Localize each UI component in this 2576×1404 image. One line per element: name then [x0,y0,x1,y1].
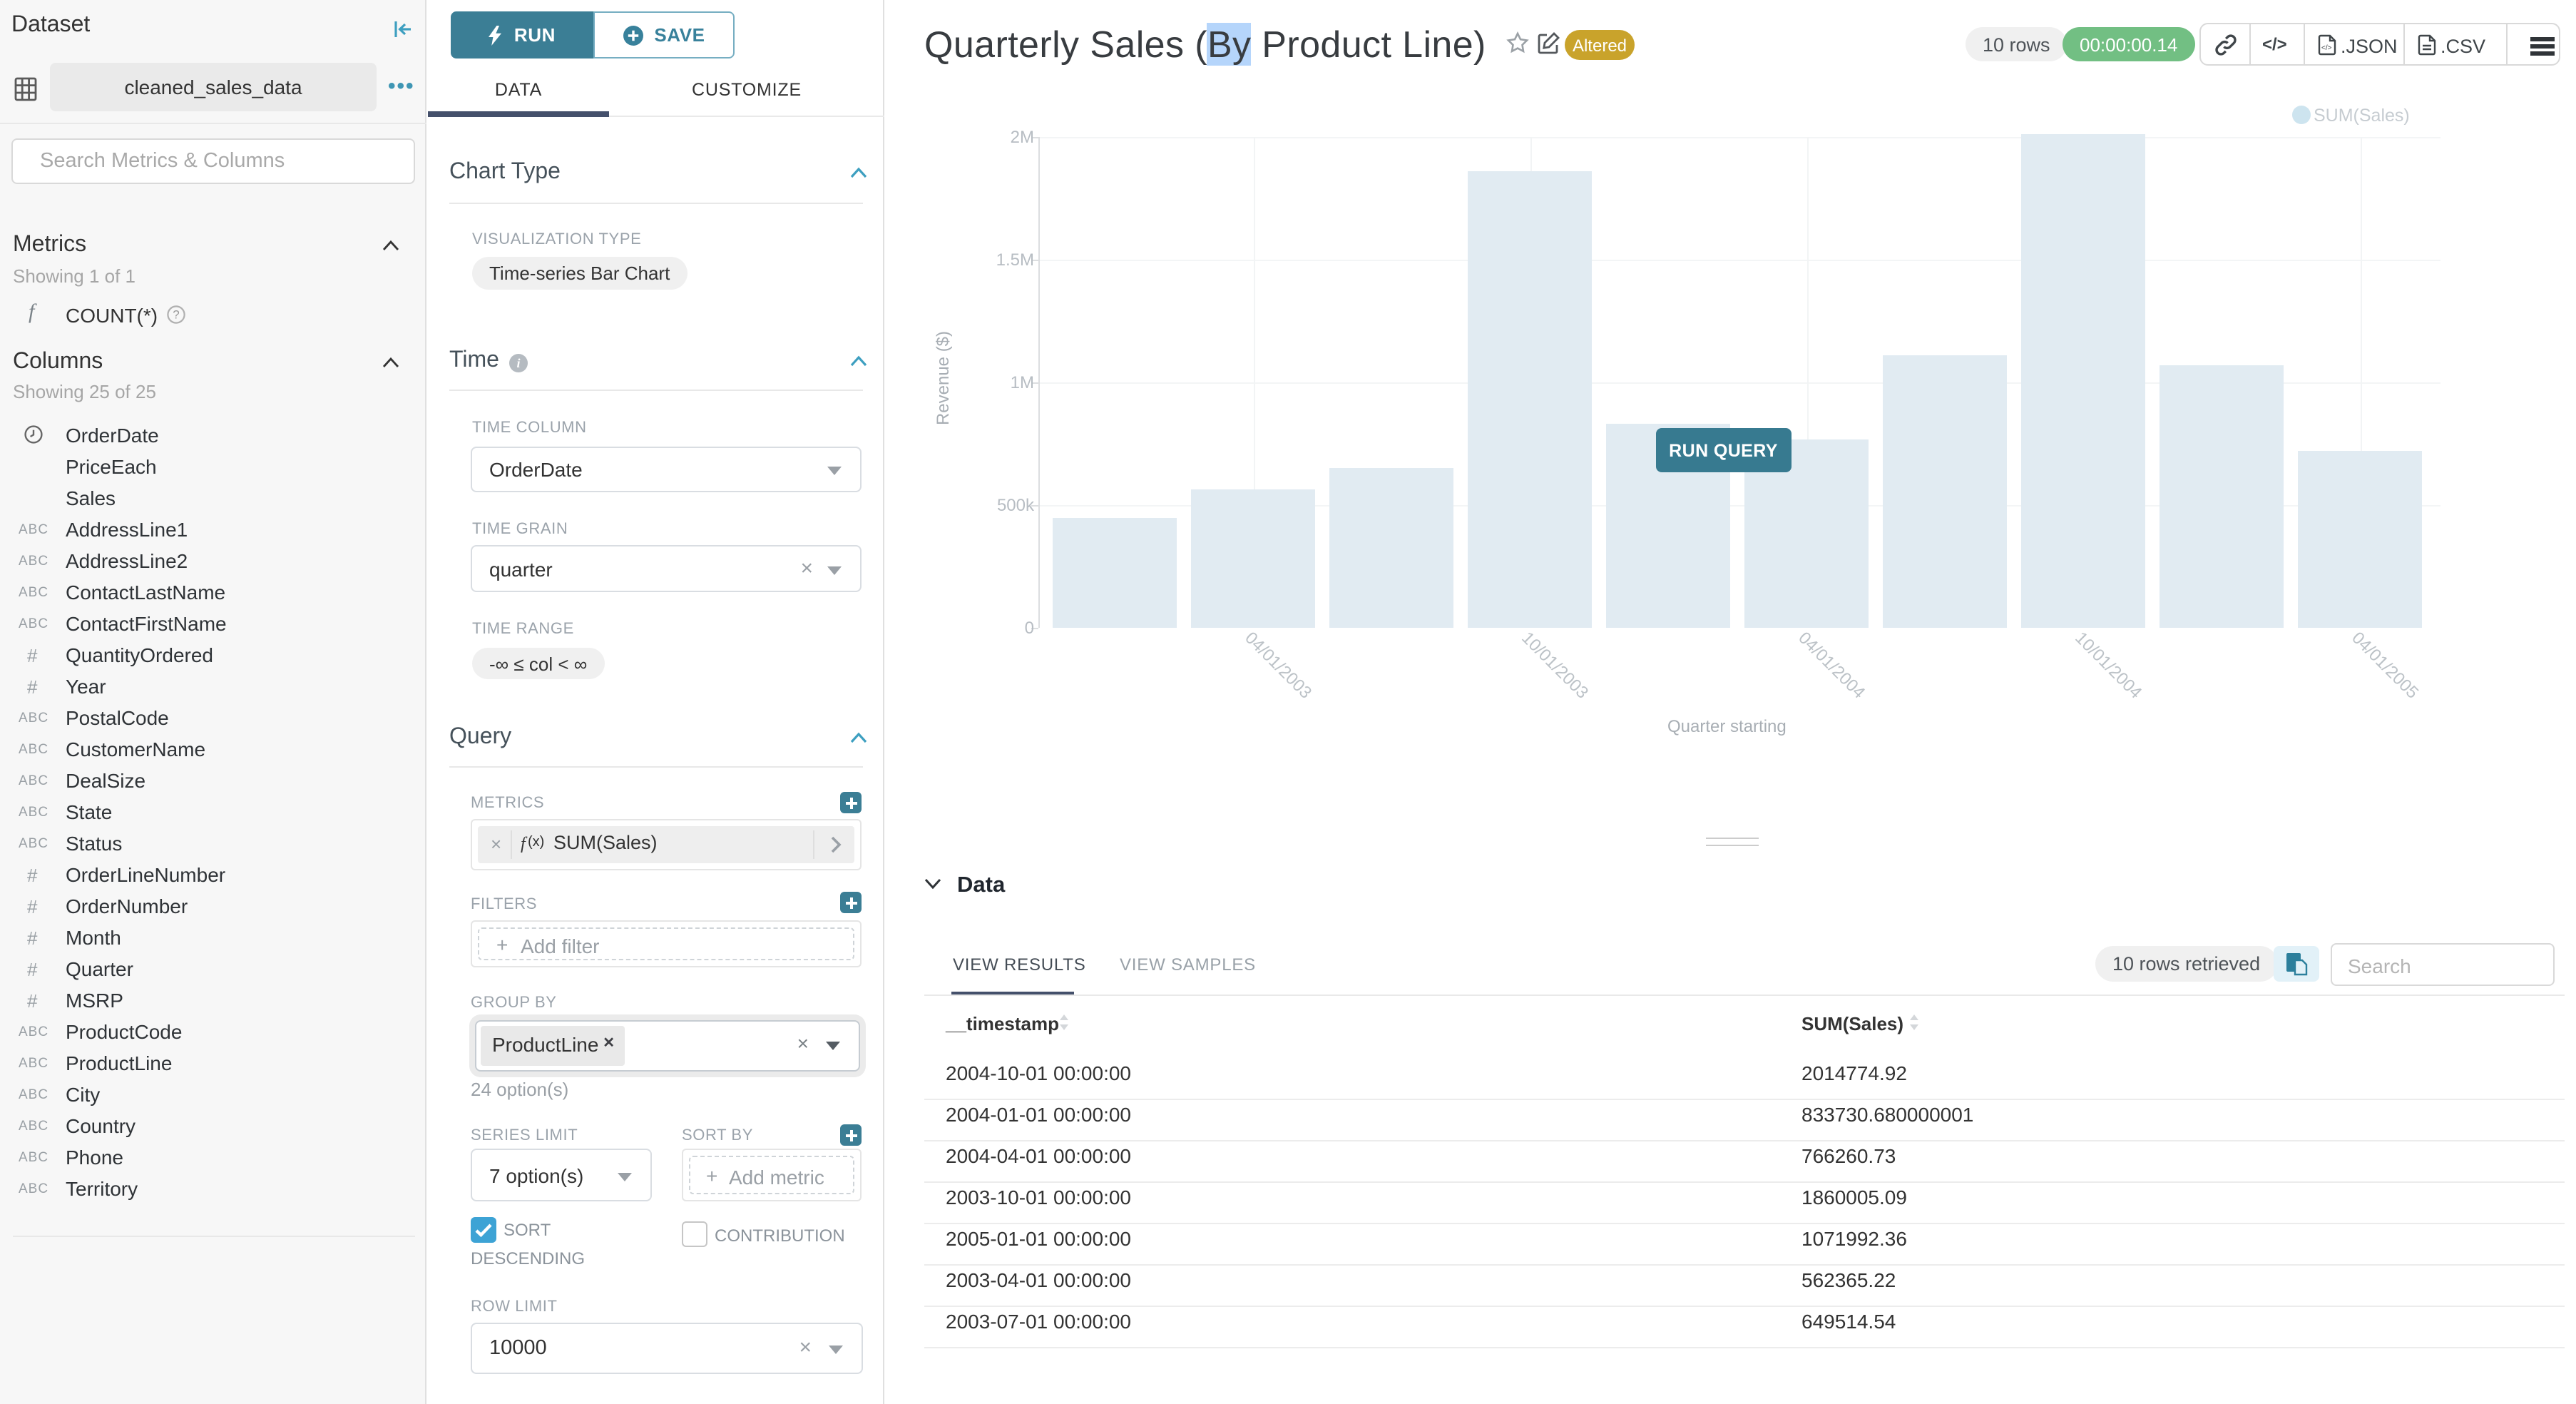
svg-text:i: i [516,356,520,370]
svg-text:</>: </> [2321,44,2332,52]
svg-text:?: ? [173,308,179,322]
